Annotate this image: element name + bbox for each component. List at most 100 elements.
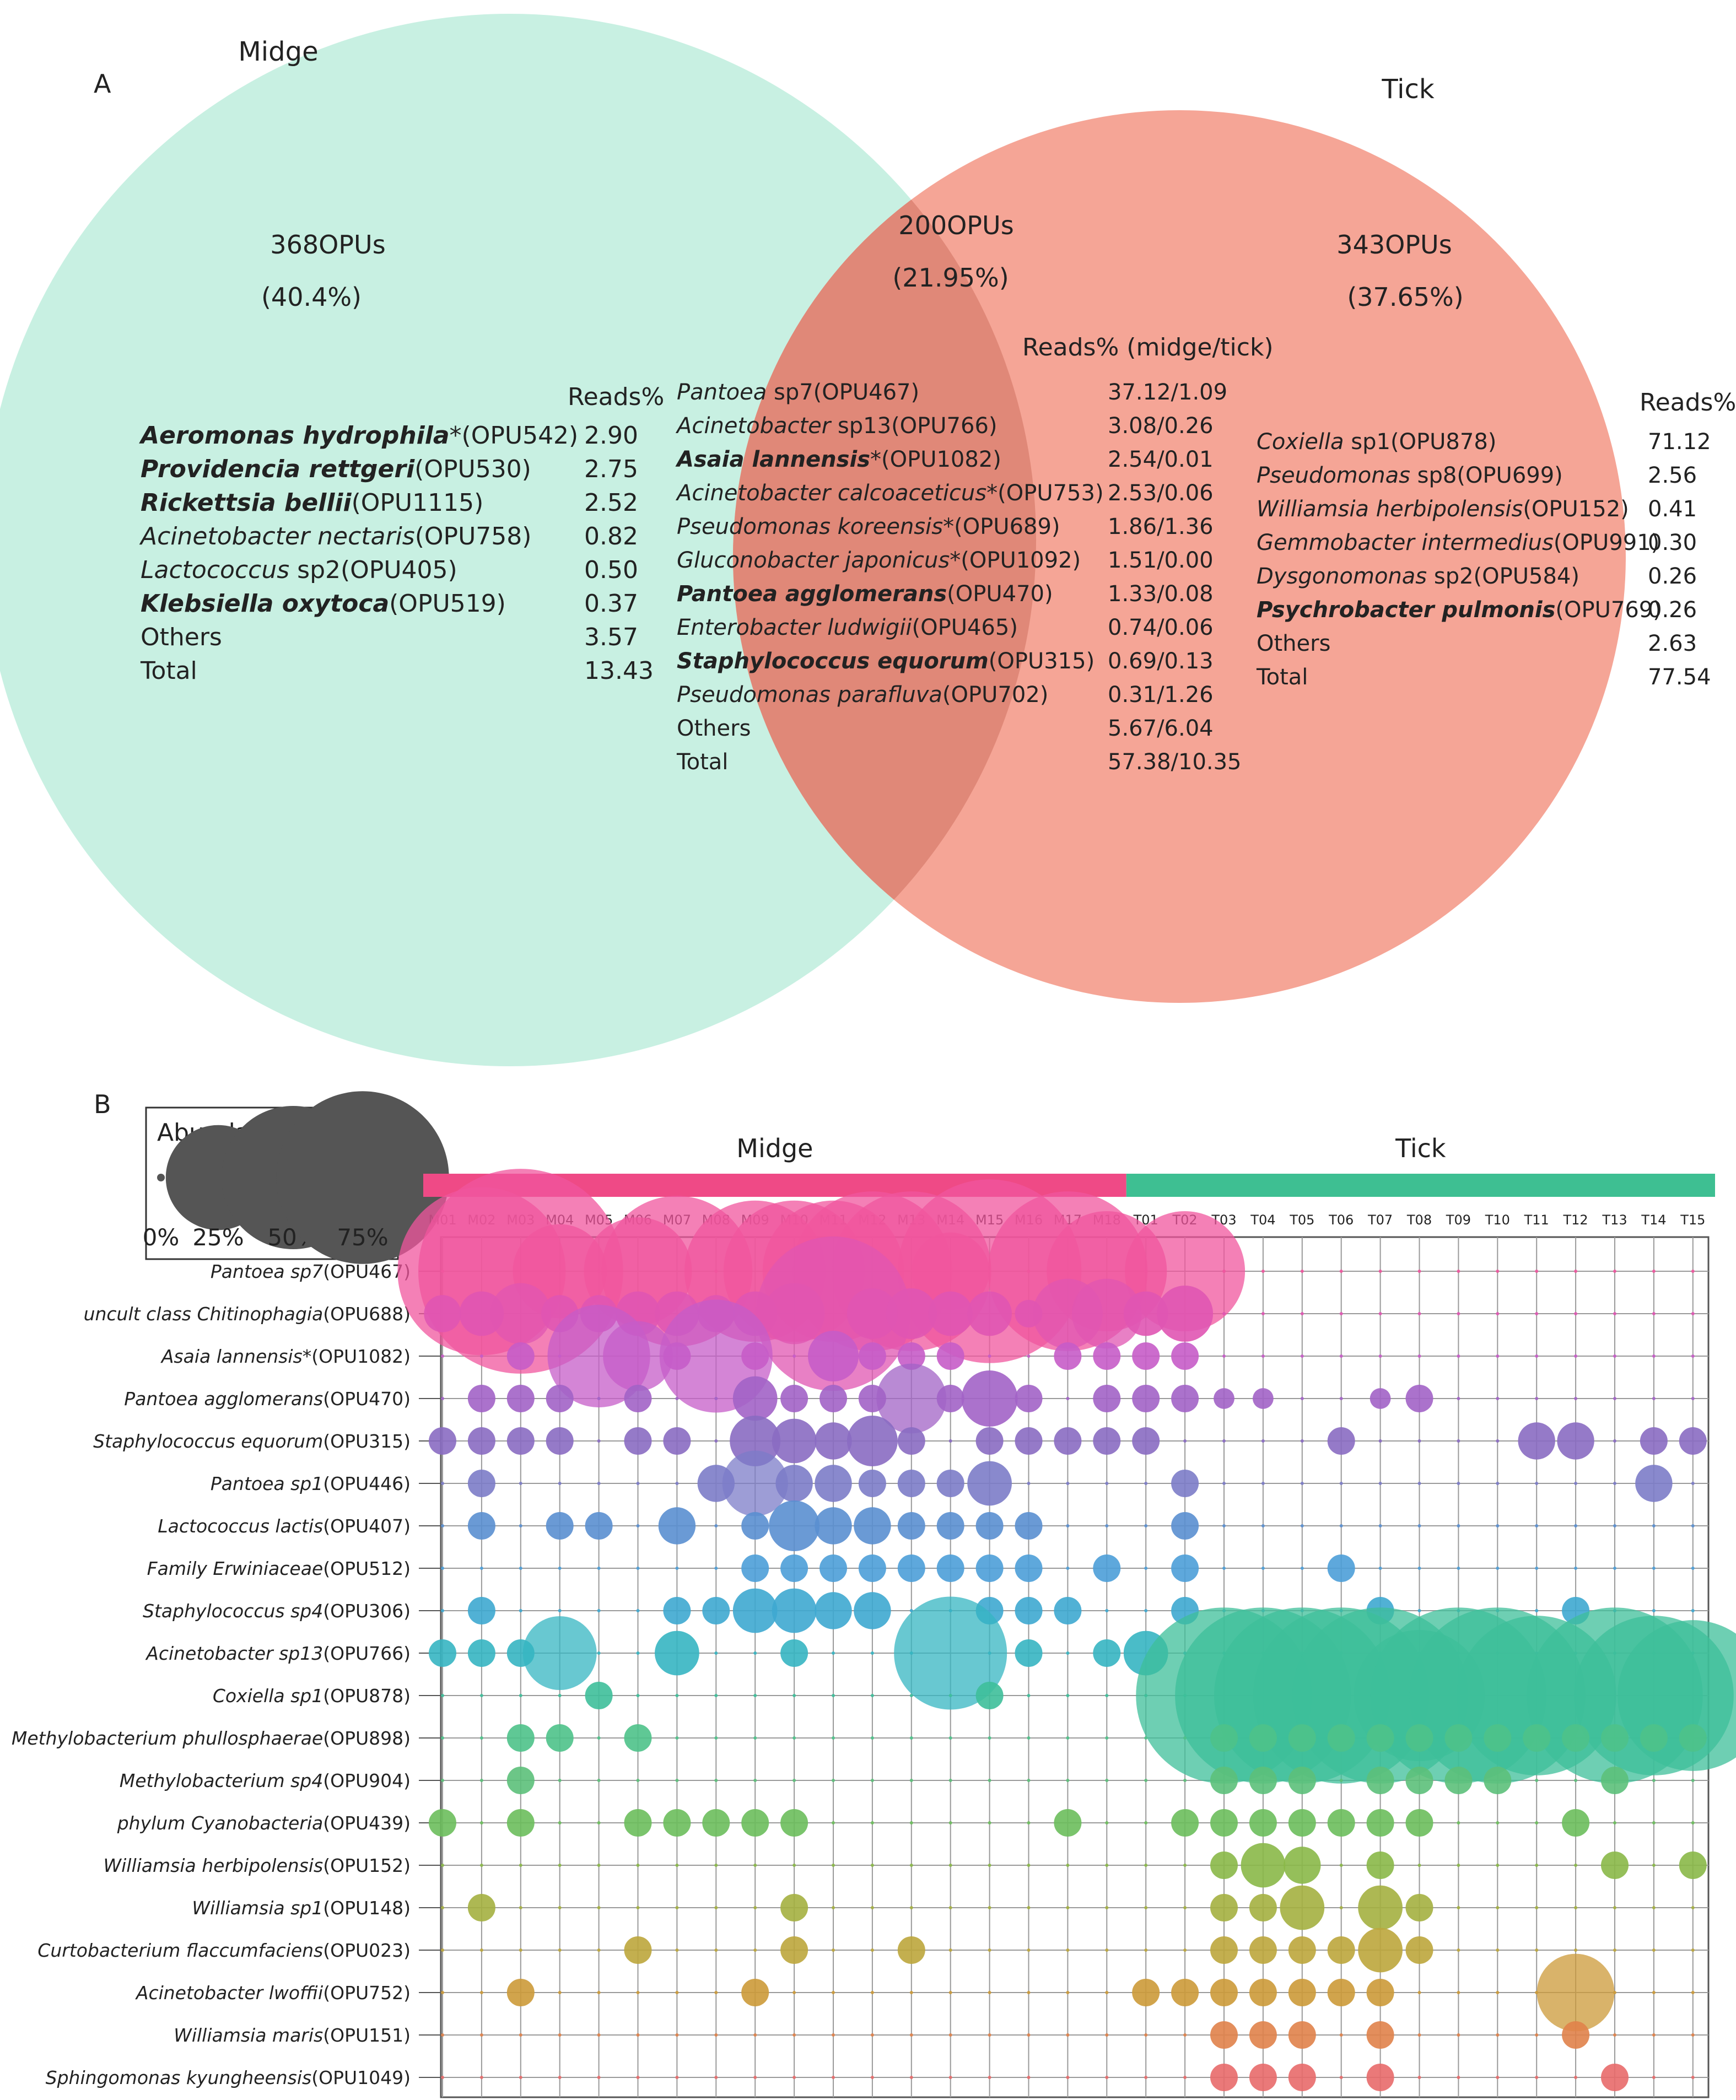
taxon-label-17: Acinetobacter lwoffii(OPU752) [135,1982,411,2004]
tick-row-4-code: sp2(OPU584) [1427,564,1579,589]
bubble-19-M14 [948,2076,952,2079]
bubble-13-T03 [1210,1809,1238,1837]
bubble-5-M17 [1066,1482,1070,1485]
bubble-11-M13 [909,1736,913,1740]
bubble-5-T06 [1339,1482,1343,1485]
tick-row-3-code: (OPU991) [1554,530,1659,555]
bubble-1-M01 [424,1295,461,1332]
legend-label-25: 25% [192,1224,244,1251]
midge-row-3-value: 0.82 [584,522,638,550]
tick-percent: (37.65%) [1347,282,1463,312]
midge-reads-header: Reads% [568,383,664,411]
bubble-18-M03 [519,2033,522,2037]
bubble-16-M02 [479,1948,483,1952]
bubble-18-T01 [1144,2033,1148,2037]
sample-label-T12: T12 [1562,1212,1588,1228]
bubble-11-M08 [714,1736,718,1740]
shared-row-0-code: sp7(OPU467) [767,380,919,405]
bubble-18-T07 [1366,2021,1394,2049]
bubble-12-T03 [1210,1767,1238,1794]
taxon-code-4: (OPU315) [323,1430,411,1452]
bubble-19-M18 [1105,2076,1109,2079]
bubble-2-M13 [897,1342,925,1370]
bubble-1-T01 [1123,1291,1168,1336]
bubble-5-T09 [1457,1482,1460,1485]
bubble-5-M13 [897,1470,925,1497]
bubble-18-M16 [1027,2033,1031,2037]
bubble-2-T07 [1378,1354,1382,1358]
bubble-19-M09 [753,2076,757,2079]
shared-reads-header: Reads% (midge/tick) [1022,333,1274,361]
bubble-12-M13 [909,1779,913,1782]
shared-percent: (21.95%) [892,263,1009,293]
bubble-1-T04 [1261,1312,1265,1315]
venn-diagram: A Midge Tick 368OPUs (40.4%) 200OPUs (21… [0,14,1736,1066]
bubble-13-M15 [988,1821,991,1824]
taxon-code-15: (OPU148) [323,1897,411,1919]
shared-region [733,110,1036,1003]
bubble-11-M03 [506,1724,535,1752]
bubble-18-M02 [479,2033,483,2037]
bubble-13-M13 [909,1821,913,1824]
bubble-7-M15 [975,1554,1004,1582]
sample-label-T06: T06 [1328,1212,1354,1228]
tick-row-2-species: Williamsia herbipolensis [1257,496,1523,522]
bubble-6-T14 [1652,1524,1656,1527]
bubble-10-M10 [792,1694,796,1697]
bubble-3-T03 [1214,1388,1234,1409]
bubble-3-T05 [1300,1397,1304,1400]
bubble-12-M05 [597,1779,601,1782]
bubble-8-M04 [558,1609,562,1612]
shared-count: 200OPUs [898,210,1013,240]
bubble-17-M16 [1027,1991,1031,1994]
bubble-6-M18 [1105,1524,1109,1527]
bubble-10-M07 [675,1694,679,1697]
taxon-name-16: Curtobacterium flaccumfaciens [37,1940,323,1961]
bubble-7-M11 [820,1554,847,1582]
bubble-1-T07 [1378,1312,1382,1315]
bubble-10-M17 [1066,1694,1070,1697]
bubble-19-M06 [636,2076,640,2079]
taxon-name-12: Methylobacterium sp4 [120,1770,324,1791]
bubble-2-M16 [1027,1354,1031,1358]
bubble-1-M03 [490,1283,552,1345]
bubble-12-M17 [1066,1779,1070,1782]
bubble-7-M18 [1093,1554,1121,1582]
midge-row-4-name: Lactococcus sp2(OPU405) [141,556,457,584]
taxon-label-3: Pantoea agglomerans(OPU470) [124,1388,411,1410]
bubble-8-M11 [815,1592,852,1629]
bubble-19-M17 [1066,2076,1070,2079]
bubble-14-M07 [675,1864,679,1867]
bubble-9-M04 [522,1616,597,1690]
bubble-11-M17 [1066,1736,1070,1740]
bubble-7-T08 [1417,1567,1421,1570]
bubble-11-T15 [1679,1724,1707,1752]
sample-label-T09: T09 [1446,1212,1471,1228]
bubble-4-T07 [1378,1439,1382,1443]
bubble-14-M16 [1027,1864,1031,1867]
taxon-code-6: (OPU407) [323,1515,411,1537]
bubble-18-T05 [1288,2021,1316,2049]
bubble-7-T12 [1574,1567,1578,1570]
abundance-legend: Abundance 0%25%50%75% [143,1091,449,1264]
bubble-8-M01 [441,1609,444,1612]
bubble-15-M03 [519,1906,522,1909]
taxon-label-9: Acinetobacter sp13(OPU766) [145,1643,411,1664]
bubble-17-M08 [714,1991,718,1994]
bubble-12-T15 [1691,1779,1695,1782]
bubble-2-T13 [1613,1354,1616,1358]
bubble-0-T15 [1691,1270,1695,1273]
bubble-16-M17 [1066,1948,1070,1952]
bubble-15-M11 [832,1906,835,1909]
taxon-label-19: Sphingomonas kyungheensis(OPU1049) [46,2067,411,2088]
bubble-7-M12 [858,1554,886,1582]
tick-row-2-value: 0.41 [1648,496,1697,522]
bubble-3-M09 [732,1376,778,1421]
bubble-10-M06 [636,1694,640,1697]
bubble-8-M13 [909,1609,913,1612]
taxon-code-1: (OPU688) [323,1303,411,1325]
bubble-17-T13 [1613,1991,1616,1994]
bubble-0-T12 [1574,1270,1578,1273]
bubble-9-M05 [597,1651,601,1655]
shared-row-10-value: 5.67/6.04 [1108,716,1214,741]
